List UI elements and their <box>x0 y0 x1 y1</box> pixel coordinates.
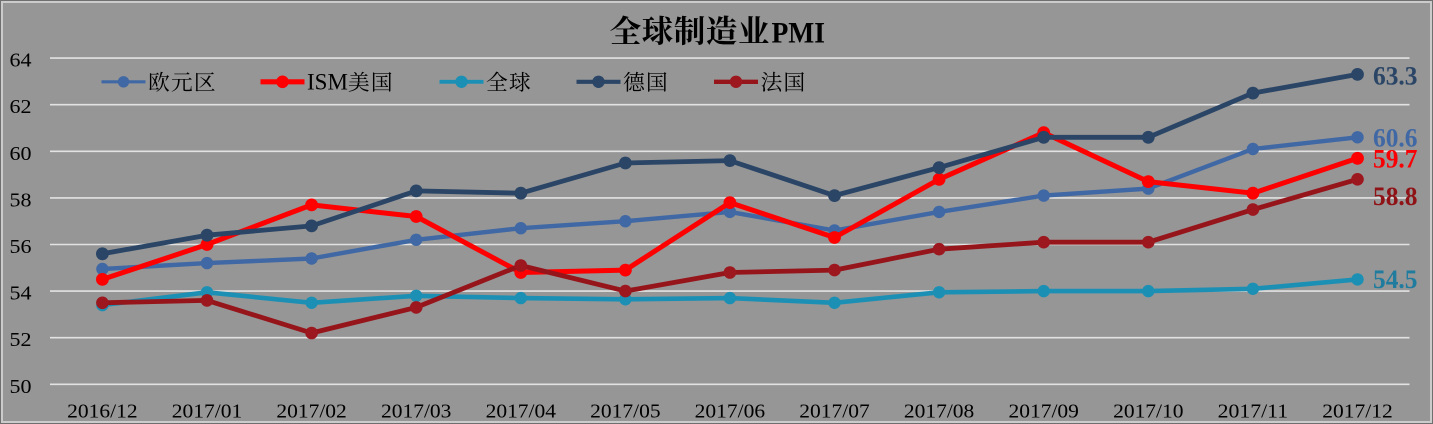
svg-text:2017/02: 2017/02 <box>276 401 346 423</box>
svg-text:64: 64 <box>10 50 32 72</box>
svg-text:2016/12: 2016/12 <box>67 401 137 423</box>
svg-text:2017/09: 2017/09 <box>1009 401 1079 423</box>
svg-text:58.8: 58.8 <box>1373 182 1418 211</box>
svg-text:2017/12: 2017/12 <box>1322 401 1392 423</box>
svg-text:2017/11: 2017/11 <box>1218 401 1288 423</box>
svg-text:63.3: 63.3 <box>1373 61 1418 90</box>
svg-text:2017/08: 2017/08 <box>904 401 974 423</box>
svg-text:2017/05: 2017/05 <box>590 401 660 423</box>
svg-text:2017/03: 2017/03 <box>381 401 451 423</box>
svg-text:2017/01: 2017/01 <box>172 401 242 423</box>
svg-text:54: 54 <box>10 283 32 305</box>
svg-text:2017/07: 2017/07 <box>799 401 869 423</box>
svg-text:62: 62 <box>10 96 32 118</box>
svg-text:2017/04: 2017/04 <box>486 401 556 423</box>
svg-text:50: 50 <box>10 376 32 398</box>
svg-text:59.7: 59.7 <box>1373 145 1418 174</box>
svg-text:60.6: 60.6 <box>1373 123 1418 152</box>
svg-text:58: 58 <box>10 189 32 211</box>
svg-text:2017/10: 2017/10 <box>1113 401 1183 423</box>
svg-text:52: 52 <box>10 329 32 351</box>
svg-text:56: 56 <box>10 236 32 258</box>
svg-text:PMI: PMI <box>772 17 826 49</box>
svg-text:ISM: ISM <box>307 70 348 95</box>
svg-text:54.5: 54.5 <box>1373 265 1418 294</box>
svg-text:60: 60 <box>10 143 32 165</box>
svg-text:2017/06: 2017/06 <box>695 401 765 423</box>
